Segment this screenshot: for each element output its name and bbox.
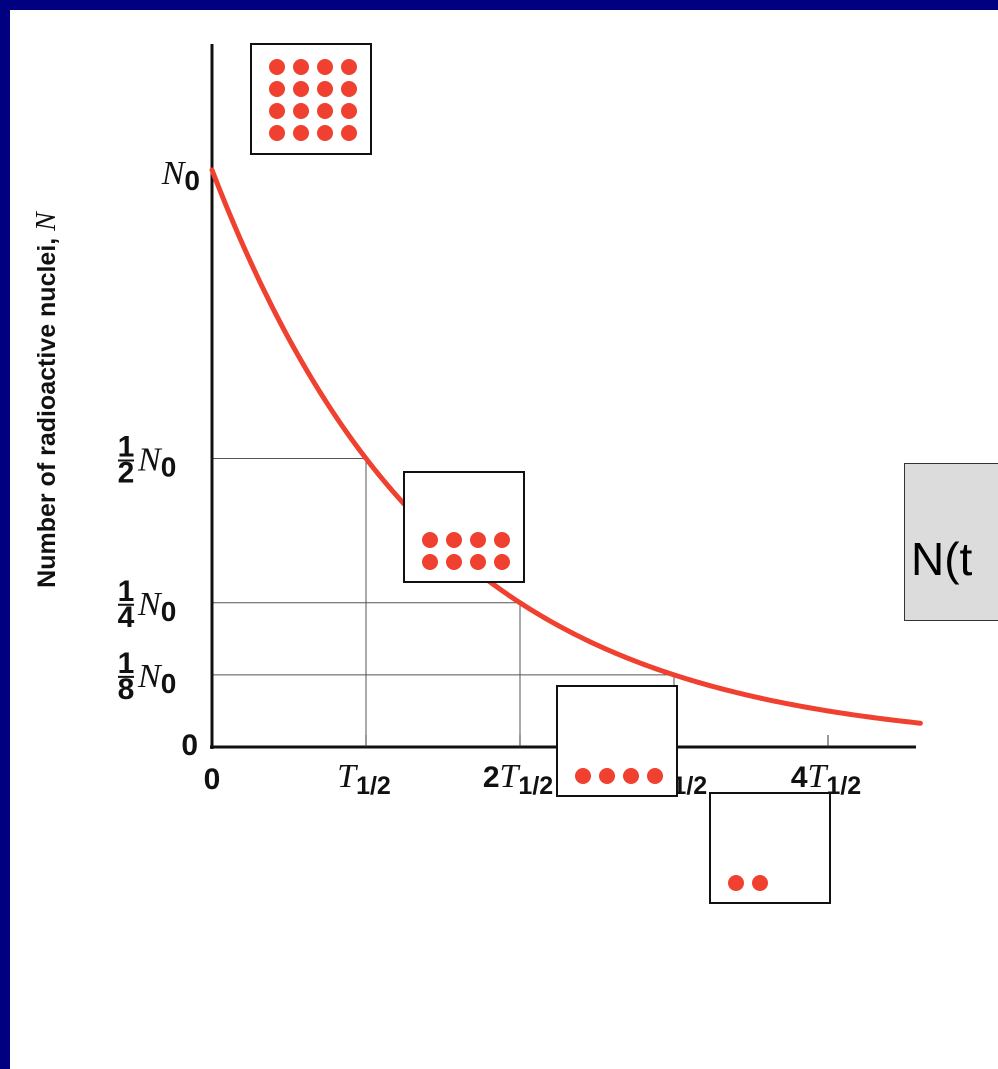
nucleus-dot [728, 875, 744, 891]
nucleus-dot [470, 532, 486, 548]
nucleus-dot [575, 768, 591, 784]
nucleus-dot [269, 59, 285, 75]
decay-curve [212, 170, 920, 723]
y-tick-label-2: 14 N0 [118, 575, 177, 634]
svg-text:8: 8 [118, 673, 135, 706]
nucleus-dot [269, 125, 285, 141]
y-tick-label-3: 12 N0 [118, 431, 177, 490]
svg-text:N0: N0 [137, 658, 176, 699]
nucleus-dot [317, 103, 333, 119]
x-tick-label-0: 0 [204, 763, 221, 796]
nucleus-dot [446, 532, 462, 548]
svg-text:N0: N0 [137, 586, 176, 627]
nuclei-box-3 [710, 793, 830, 903]
nucleus-dot [341, 125, 357, 141]
nucleus-dot [317, 59, 333, 75]
slide-frame: 0T1/22T1/23T1/24T1/2018N014N012N0N0Numbe… [10, 10, 998, 1069]
x-tick-label-2: 2T1/2 [483, 758, 553, 800]
y-tick-label-0: 0 [181, 729, 198, 762]
nucleus-dot [446, 554, 462, 570]
nucleus-dot [317, 81, 333, 97]
nucleus-dot [341, 81, 357, 97]
nucleus-dot [647, 768, 663, 784]
svg-text:N0: N0 [137, 442, 176, 483]
equation-box: N(t [904, 463, 998, 621]
nucleus-dot [422, 554, 438, 570]
nucleus-dot [494, 554, 510, 570]
y-tick-label-1: 18 N0 [118, 647, 177, 706]
svg-text:2: 2 [118, 457, 135, 490]
nucleus-dot [494, 532, 510, 548]
nucleus-dot [752, 875, 768, 891]
nucleus-dot [269, 81, 285, 97]
nucleus-dot [341, 59, 357, 75]
nucleus-dot [341, 103, 357, 119]
nucleus-dot [293, 81, 309, 97]
x-tick-label-1: T1/2 [337, 758, 391, 800]
nucleus-dot [599, 768, 615, 784]
nucleus-dot [422, 532, 438, 548]
decay-chart: 0T1/22T1/23T1/24T1/2018N014N012N0N0Numbe… [10, 10, 998, 1069]
nucleus-dot [269, 103, 285, 119]
nucleus-dot [623, 768, 639, 784]
y-tick-label-4: N0 [161, 155, 200, 196]
nucleus-dot [470, 554, 486, 570]
nucleus-dot [317, 125, 333, 141]
nucleus-dot [293, 125, 309, 141]
equation-text: N(t [911, 532, 972, 586]
y-axis-title: Number of radioactive nuclei, N [31, 211, 62, 588]
nucleus-dot [293, 103, 309, 119]
svg-text:4: 4 [118, 601, 135, 634]
nucleus-dot [293, 59, 309, 75]
